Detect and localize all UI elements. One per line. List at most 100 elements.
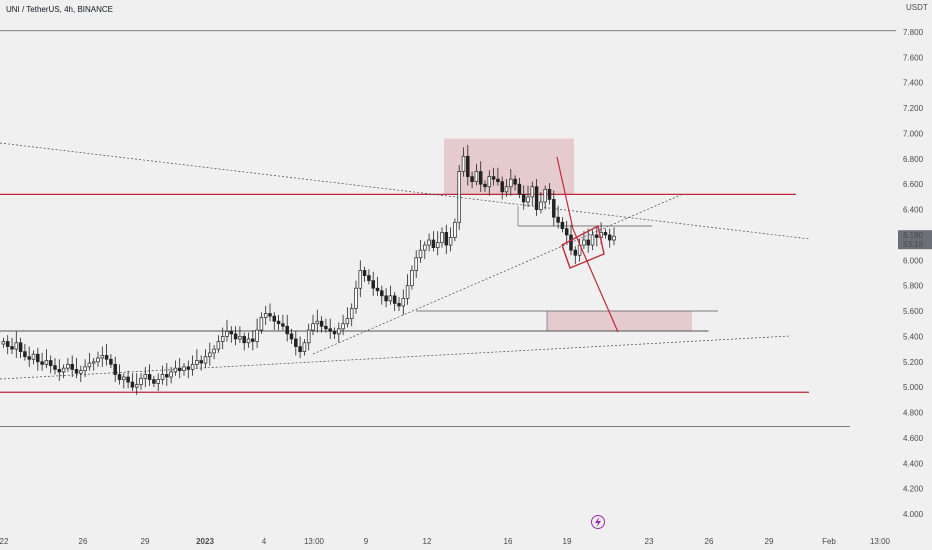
candle-body — [57, 369, 62, 373]
candle — [349, 303, 354, 327]
candle-body — [371, 280, 375, 289]
candle — [466, 144, 470, 186]
candle-body — [220, 336, 225, 342]
x-tick-label: 19 — [563, 537, 572, 546]
supply-zone-1[interactable] — [444, 138, 574, 195]
candle — [440, 227, 444, 248]
candle-body — [263, 313, 268, 318]
candle-body — [18, 342, 23, 352]
candle-body — [607, 234, 612, 241]
candle — [345, 307, 350, 328]
candle-body — [160, 374, 165, 380]
x-tick-label: 26 — [705, 537, 714, 546]
candle-body — [272, 315, 277, 322]
candle — [388, 285, 393, 305]
candle-body — [5, 341, 10, 347]
candle-body — [397, 303, 401, 307]
candle-body — [182, 366, 186, 372]
candle-body — [483, 183, 487, 188]
candle — [134, 373, 139, 395]
candle — [190, 355, 195, 376]
trendline-2[interactable] — [0, 335, 791, 380]
candle — [233, 326, 238, 346]
y-tick-label: 6.400 — [903, 206, 924, 215]
candle — [375, 276, 380, 296]
candle — [272, 312, 277, 331]
candle-body — [384, 295, 388, 302]
candle-body — [586, 239, 590, 246]
candle — [130, 373, 135, 391]
candle-body — [225, 330, 229, 337]
candle — [315, 309, 320, 333]
candle-body — [281, 323, 285, 327]
x-tick-label: 22 — [0, 537, 9, 546]
lightning-icon-bolt — [595, 517, 601, 527]
y-tick-label: 7.400 — [903, 79, 924, 88]
candle — [23, 344, 27, 361]
y-tick-label: 4.600 — [903, 434, 924, 443]
candle — [173, 360, 178, 376]
candle — [281, 314, 285, 331]
candle-body — [341, 323, 345, 330]
candle-body — [306, 329, 311, 344]
candle-body — [229, 330, 234, 335]
lightning-icon[interactable] — [591, 515, 605, 529]
candle-body — [48, 360, 53, 366]
candle — [337, 322, 341, 343]
candle — [435, 231, 440, 256]
candle-body — [552, 199, 556, 218]
candle-body — [36, 353, 40, 363]
x-tick-label: 13:00 — [304, 537, 325, 546]
candle-body — [440, 232, 444, 243]
candle — [354, 280, 358, 314]
candle — [160, 365, 165, 385]
candle-body — [233, 333, 238, 340]
y-tick-label: 5.200 — [903, 358, 924, 367]
candle-body — [487, 176, 492, 188]
candle — [229, 326, 234, 343]
candle — [225, 319, 229, 342]
currency-label: USDT — [906, 3, 928, 12]
candle-body — [582, 239, 586, 246]
candle-body — [147, 374, 152, 380]
candle-body — [500, 181, 504, 193]
candle — [285, 314, 289, 342]
candle — [521, 185, 526, 210]
candle — [91, 357, 96, 371]
candle-body — [461, 155, 466, 172]
candle-body — [251, 338, 255, 342]
candle-body — [294, 338, 298, 347]
candle-body — [134, 384, 139, 388]
candle — [380, 285, 384, 305]
candle-body — [435, 242, 440, 248]
candle — [448, 227, 453, 252]
candle-body — [23, 351, 27, 358]
supply-zone-2[interactable] — [547, 311, 692, 332]
candle — [595, 227, 599, 247]
trendline-3[interactable] — [312, 193, 684, 355]
candle — [431, 231, 436, 252]
candle — [427, 233, 431, 252]
candle-body — [246, 338, 251, 344]
x-tick-label: 29 — [765, 537, 774, 546]
candle — [612, 227, 616, 246]
candle-body — [418, 249, 423, 259]
candle-body — [96, 357, 100, 363]
candle — [358, 260, 363, 298]
candle — [487, 170, 492, 196]
projection-arrow[interactable] — [556, 156, 619, 333]
y-tick-label: 4.000 — [903, 510, 924, 519]
candle-body — [27, 356, 31, 360]
trendline-1[interactable] — [0, 142, 811, 240]
x-tick-label: 12 — [423, 537, 432, 546]
candle-body — [345, 318, 350, 325]
bear-flag[interactable] — [561, 224, 605, 269]
candle-body — [40, 361, 44, 365]
candle-body — [603, 232, 608, 236]
candle-body — [388, 295, 393, 302]
candle — [496, 167, 500, 186]
candle — [14, 331, 19, 358]
y-tick-label: 6.800 — [903, 155, 924, 164]
